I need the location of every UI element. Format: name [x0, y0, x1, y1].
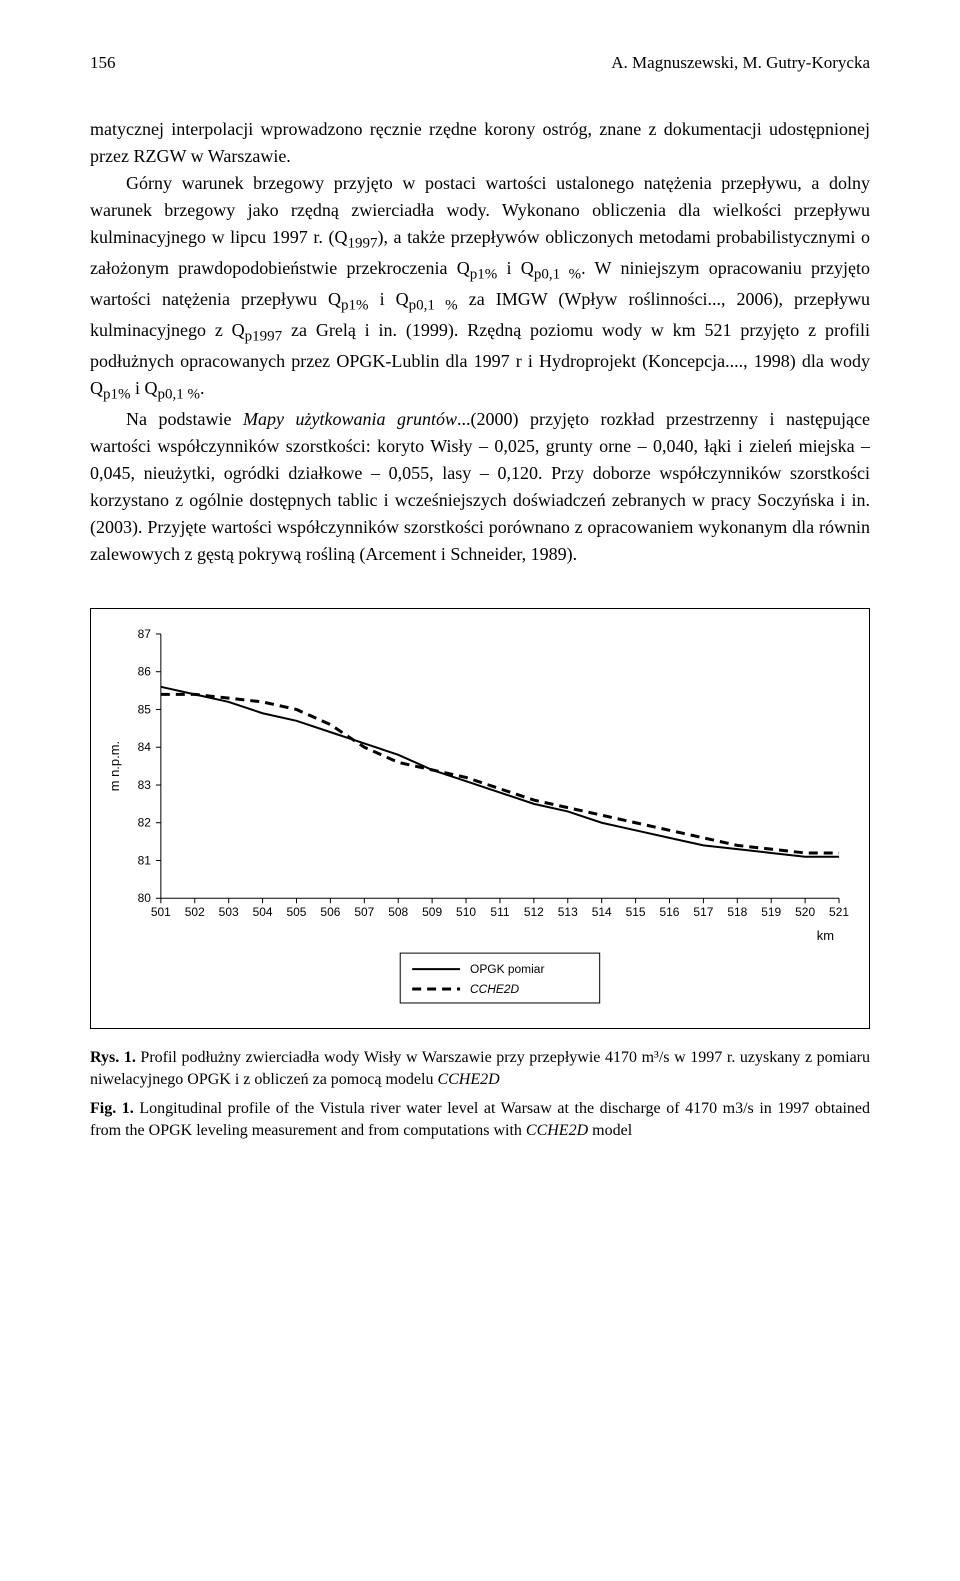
page-number: 156	[90, 50, 116, 76]
svg-text:m n.p.m.: m n.p.m.	[107, 741, 122, 791]
svg-text:514: 514	[592, 905, 612, 919]
svg-text:85: 85	[138, 702, 152, 716]
svg-text:86: 86	[138, 665, 152, 679]
svg-text:80: 80	[138, 891, 152, 905]
svg-text:508: 508	[388, 905, 408, 919]
svg-text:CCHE2D: CCHE2D	[470, 982, 520, 996]
paragraph-1: matycznej interpolacji wprowadzono ręczn…	[90, 116, 870, 170]
svg-text:512: 512	[524, 905, 544, 919]
page-header: 156 A. Magnuszewski, M. Gutry-Korycka	[90, 50, 870, 76]
line-chart: 80 81 82 83 84 85 86 87 501 502 503 504 505 506 507 508…	[101, 619, 859, 1018]
caption-english: Fig. 1. Longitudinal profile of the Vist…	[90, 1098, 870, 1143]
svg-text:87: 87	[138, 627, 152, 641]
paragraph-3: Na podstawie Mapy użytkowania gruntów...…	[90, 406, 870, 568]
svg-text:506: 506	[320, 905, 340, 919]
figure-caption: Rys. 1. Profil podłużny zwierciadła wody…	[90, 1047, 870, 1143]
svg-text:84: 84	[138, 740, 152, 754]
svg-text:501: 501	[151, 905, 171, 919]
svg-text:520: 520	[795, 905, 815, 919]
svg-text:83: 83	[138, 778, 152, 792]
svg-text:521: 521	[829, 905, 849, 919]
svg-text:OPGK pomiar: OPGK pomiar	[470, 962, 544, 976]
svg-text:513: 513	[558, 905, 578, 919]
svg-text:507: 507	[354, 905, 374, 919]
svg-text:516: 516	[660, 905, 680, 919]
svg-text:82: 82	[138, 816, 152, 830]
svg-text:509: 509	[422, 905, 442, 919]
svg-text:km: km	[817, 928, 834, 943]
svg-text:510: 510	[456, 905, 476, 919]
svg-text:81: 81	[138, 853, 152, 867]
svg-text:519: 519	[761, 905, 781, 919]
svg-text:505: 505	[287, 905, 307, 919]
body-text: matycznej interpolacji wprowadzono ręczn…	[90, 116, 870, 568]
caption-polish: Rys. 1. Profil podłużny zwierciadła wody…	[90, 1047, 870, 1092]
svg-text:515: 515	[626, 905, 646, 919]
svg-text:511: 511	[490, 905, 509, 919]
svg-text:517: 517	[693, 905, 713, 919]
chart-container: 80 81 82 83 84 85 86 87 501 502 503 504 505 506 507 508…	[90, 608, 870, 1029]
svg-text:518: 518	[727, 905, 747, 919]
paragraph-2: Górny warunek brzegowy przyjęto w postac…	[90, 170, 870, 406]
svg-text:504: 504	[253, 905, 273, 919]
svg-text:503: 503	[219, 905, 239, 919]
svg-text:502: 502	[185, 905, 205, 919]
authors: A. Magnuszewski, M. Gutry-Korycka	[611, 50, 870, 76]
